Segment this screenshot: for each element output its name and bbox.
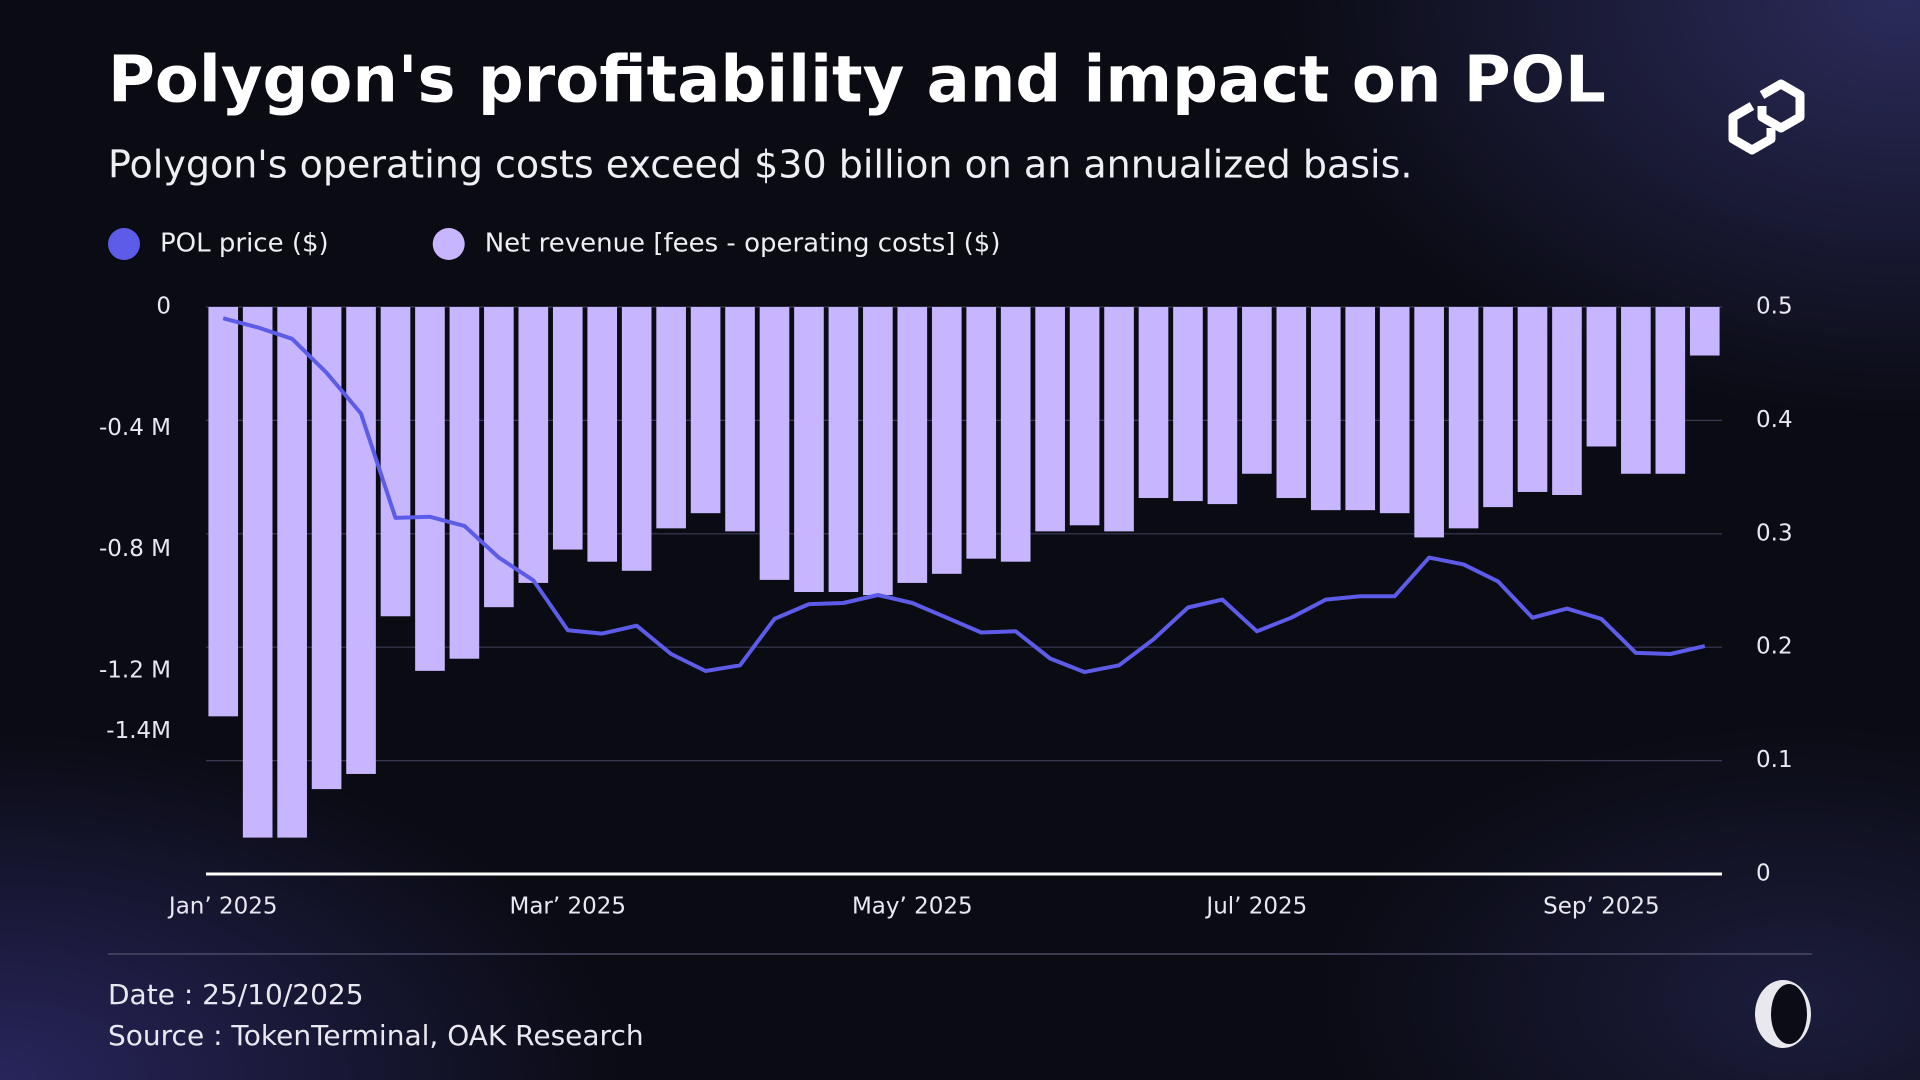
legend-label: POL price ($) xyxy=(160,229,329,259)
bar xyxy=(1586,307,1617,447)
bar xyxy=(1310,307,1341,511)
y2-tick-label: 0 xyxy=(1756,861,1771,887)
bar xyxy=(1207,307,1238,505)
footnote: Source : TokenTerminal, OAK Research xyxy=(108,1019,644,1052)
bar xyxy=(1035,307,1065,532)
bar xyxy=(587,307,618,562)
bar xyxy=(690,307,721,514)
bar xyxy=(415,307,445,671)
bar xyxy=(242,307,273,838)
y-tick-label: 0 xyxy=(156,294,171,320)
x-tick-label: Mar’ 2025 xyxy=(509,894,626,920)
bar xyxy=(311,307,342,790)
y2-tick-label: 0.3 xyxy=(1756,520,1793,546)
bar xyxy=(931,307,962,574)
y-tick-label: -1.4M xyxy=(106,718,171,744)
bar xyxy=(346,307,376,774)
y-tick-label: -0.4 M xyxy=(99,415,171,441)
y2-tick-label: 0.4 xyxy=(1756,407,1793,433)
x-tick-label: Jul’ 2025 xyxy=(1204,894,1307,920)
bar xyxy=(1552,307,1582,495)
bar xyxy=(621,307,652,571)
x-tick-label: May’ 2025 xyxy=(852,894,973,920)
oak-logo xyxy=(1755,980,1811,1048)
bar xyxy=(1379,307,1410,514)
x-tick-label: Jan’ 2025 xyxy=(167,894,278,920)
bar xyxy=(1621,307,1651,474)
legend-swatch xyxy=(108,228,140,260)
bar xyxy=(1069,307,1100,526)
bar xyxy=(449,307,480,659)
bar xyxy=(1242,307,1272,474)
bar xyxy=(863,307,893,596)
bar xyxy=(1276,307,1307,499)
bar xyxy=(1414,307,1444,538)
bar xyxy=(828,307,859,593)
y2-tick-label: 0.2 xyxy=(1756,634,1793,660)
bar xyxy=(897,307,928,583)
chart-subtitle: Polygon's operating costs exceed $30 bil… xyxy=(108,143,1412,187)
polygon-logo xyxy=(1728,79,1805,155)
x-tick-label: Sep’ 2025 xyxy=(1543,894,1660,920)
y2-tick-label: 0.5 xyxy=(1756,294,1793,320)
y2-tick-label: 0.1 xyxy=(1756,747,1793,773)
bar xyxy=(1000,307,1031,562)
legend-label: Net revenue [fees - operating costs] ($) xyxy=(485,229,1001,259)
bar xyxy=(380,307,411,617)
price-line xyxy=(222,316,1706,675)
bar xyxy=(759,307,790,580)
bar xyxy=(966,307,997,559)
bar xyxy=(208,307,239,717)
y-tick-label: -1.2 M xyxy=(99,657,171,683)
bar xyxy=(1689,307,1720,356)
footnote: Date : 25/10/2025 xyxy=(108,978,364,1011)
bar xyxy=(725,307,755,532)
bar xyxy=(1517,307,1548,492)
chart-title: Polygon's profitability and impact on PO… xyxy=(108,44,1606,118)
bar xyxy=(794,307,824,593)
bar xyxy=(1448,307,1479,529)
bar xyxy=(552,307,583,550)
bar xyxy=(1655,307,1686,474)
bar xyxy=(277,307,307,838)
legend-swatch xyxy=(432,228,465,260)
bar xyxy=(1483,307,1513,508)
bar xyxy=(1345,307,1376,511)
bar xyxy=(1173,307,1203,502)
bar xyxy=(1138,307,1169,499)
bar xyxy=(518,307,549,583)
bar xyxy=(656,307,686,529)
bar xyxy=(1104,307,1134,532)
y-tick-label: -0.8 M xyxy=(99,536,171,562)
